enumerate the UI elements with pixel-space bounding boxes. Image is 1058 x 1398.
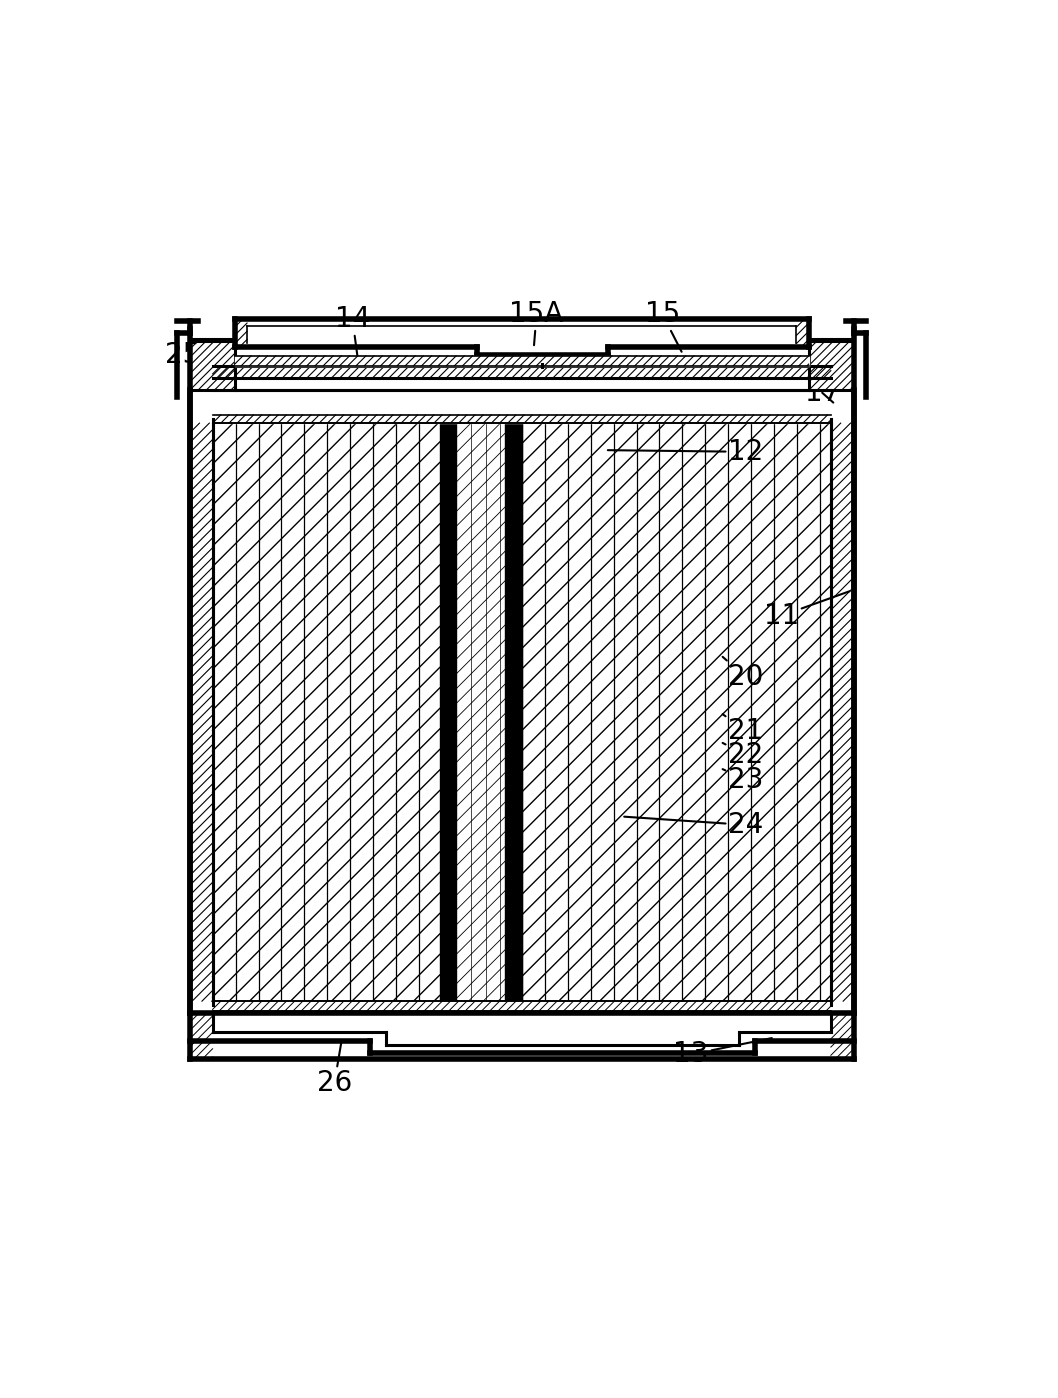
Text: 15A: 15A <box>510 301 564 345</box>
Text: 21: 21 <box>723 714 764 745</box>
Text: 13: 13 <box>674 1039 772 1068</box>
Text: 14: 14 <box>334 305 370 358</box>
Text: 23: 23 <box>723 766 764 794</box>
Text: 12: 12 <box>607 438 764 466</box>
Text: 16: 16 <box>805 361 850 389</box>
Text: 17: 17 <box>805 379 840 407</box>
Text: 22: 22 <box>723 741 764 769</box>
Text: 11: 11 <box>764 591 850 629</box>
Text: 20: 20 <box>723 657 764 691</box>
Text: 25: 25 <box>165 341 206 377</box>
Text: 24: 24 <box>624 811 764 839</box>
Text: 26: 26 <box>316 1042 352 1097</box>
Text: 15: 15 <box>644 301 681 352</box>
